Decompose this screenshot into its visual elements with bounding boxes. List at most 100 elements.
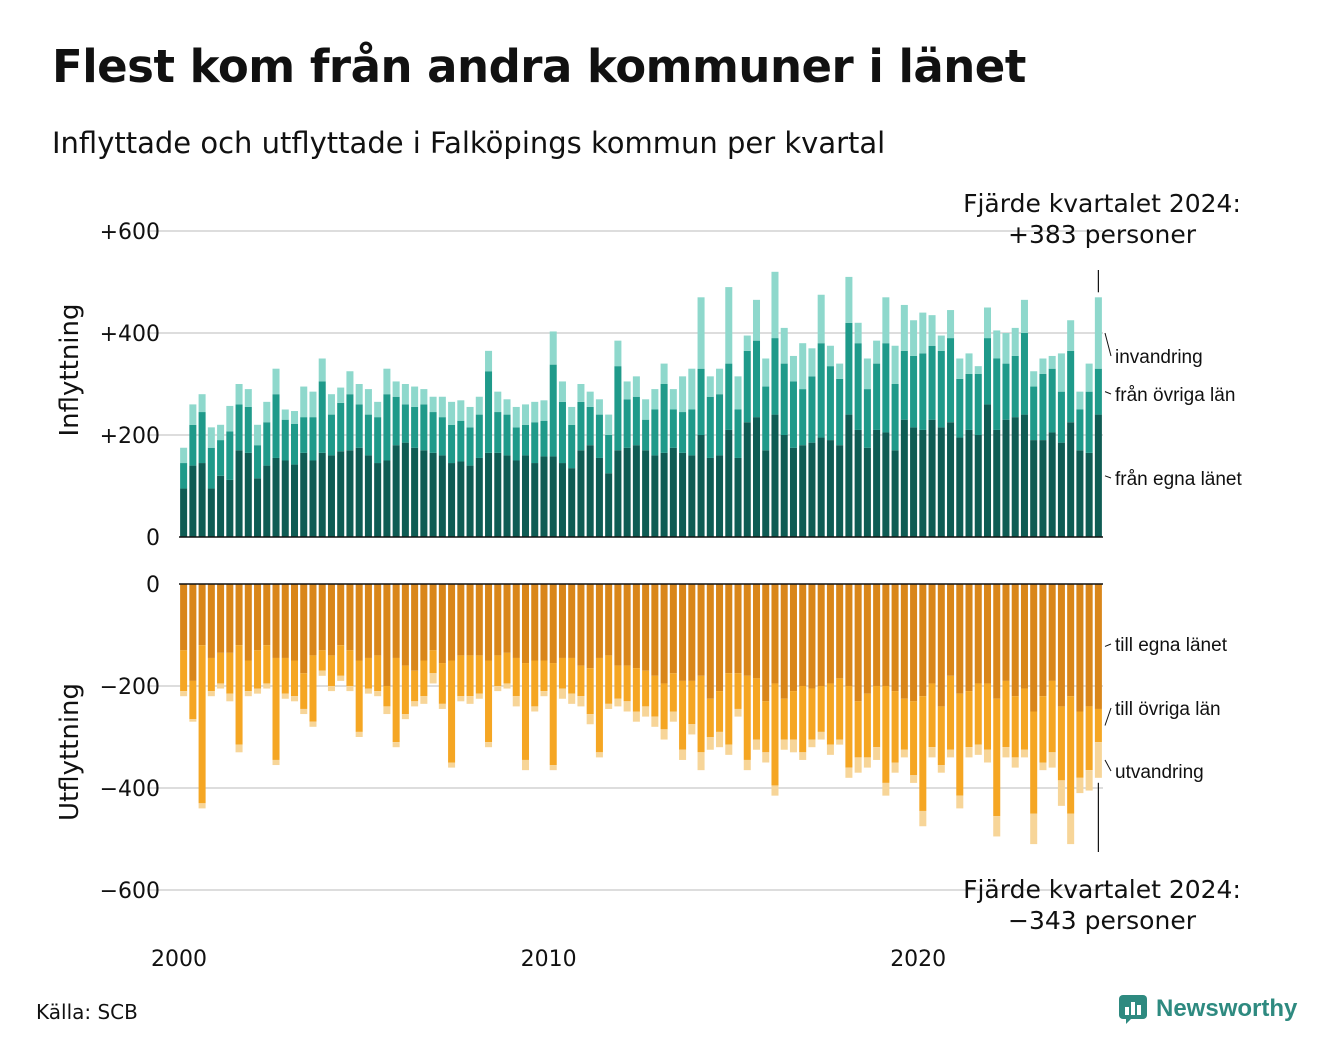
bar-utflyttning [752,678,761,740]
bar-inflyttning [1020,414,1028,537]
x-tick-label: 2000 [151,947,207,972]
bar-utflyttning [752,584,761,679]
newsworthy-logo-icon [1119,995,1147,1024]
bar-inflyttning [965,373,973,430]
bar-inflyttning [411,406,419,448]
bar-utflyttning [457,584,465,656]
bar-utflyttning [910,701,918,776]
bar-inflyttning [411,386,419,407]
bar-utflyttning [512,696,520,707]
bar-utflyttning [475,655,483,694]
bar-inflyttning [281,409,289,420]
bar-inflyttning [965,429,973,537]
bar-utflyttning [466,655,474,697]
bar-inflyttning [762,450,770,537]
bar-utflyttning [420,584,428,661]
bar-inflyttning [854,322,862,344]
bar-inflyttning [642,399,650,420]
bar-inflyttning [623,381,631,400]
bar-utflyttning [910,584,918,702]
bar-utflyttning [521,663,530,760]
series-connector [1104,332,1112,357]
bar-inflyttning [947,338,955,423]
bar-inflyttning [512,406,520,428]
bar-inflyttning [383,394,391,461]
bar-inflyttning [457,400,465,421]
bar-utflyttning [743,675,751,760]
bar-inflyttning [346,394,354,451]
bar-utflyttning [355,660,363,732]
bar-inflyttning [734,457,742,537]
bar-inflyttning [226,431,234,480]
series-connector [1104,707,1112,726]
bar-inflyttning [466,406,474,428]
bar-inflyttning [281,460,289,537]
bar-inflyttning [263,401,271,423]
bar-utflyttning [993,584,1001,699]
bar-utflyttning [716,731,724,748]
bar-utflyttning [983,584,992,684]
bar-inflyttning [383,460,391,537]
bar-inflyttning [688,409,696,456]
bar-utflyttning [762,584,770,702]
bar-utflyttning [226,652,234,694]
bar-utflyttning [605,655,613,704]
bar-utflyttning [910,775,918,783]
bar-utflyttning [623,665,631,702]
bar-inflyttning [928,345,936,420]
y-tick-label: 0 [146,573,160,598]
bar-inflyttning [1067,350,1075,423]
bar-utflyttning [494,686,502,692]
bar-inflyttning [910,355,918,428]
bar-utflyttning [364,584,372,658]
bar-utflyttning [374,584,382,656]
bar-inflyttning [207,447,215,489]
bar-utflyttning [300,708,308,715]
bar-utflyttning [568,693,576,704]
bar-utflyttning [420,696,428,704]
bar-utflyttning [438,663,446,704]
bar-inflyttning [448,424,456,464]
bar-inflyttning [1085,452,1093,537]
bar-inflyttning [392,445,400,537]
bar-utflyttning [808,688,816,740]
bar-utflyttning [383,584,391,686]
bar-inflyttning [725,429,733,537]
bar-utflyttning [780,739,788,750]
bar-inflyttning [1085,363,1093,392]
bar-utflyttning [632,711,640,722]
bar-utflyttning [1067,584,1075,697]
bar-inflyttning [734,409,742,458]
bar-inflyttning [309,417,317,461]
bar-inflyttning [438,417,446,456]
bar-utflyttning [697,584,705,676]
bar-inflyttning [595,399,603,415]
bar-utflyttning [263,645,271,684]
bar-utflyttning [789,691,797,740]
bar-inflyttning [1039,358,1047,374]
bar-utflyttning [429,584,437,651]
bar-utflyttning [1039,696,1047,763]
series-connector [1104,643,1112,647]
bar-utflyttning [836,584,844,679]
bar-utflyttning [383,706,391,715]
bar-inflyttning [337,402,345,452]
bar-inflyttning [189,465,197,537]
bar-utflyttning [789,739,797,753]
bar-inflyttning [337,451,345,537]
brand-name: Newsworthy [1156,995,1298,1022]
bar-utflyttning [965,747,973,758]
bar-inflyttning [1002,333,1010,364]
bar-utflyttning [614,698,622,707]
bar-utflyttning [734,584,742,674]
bar-inflyttning [845,322,853,415]
series-label: utvandring [1115,762,1204,783]
bar-inflyttning [956,358,964,379]
bar-inflyttning [180,447,188,464]
bar-inflyttning [632,445,640,537]
bar-inflyttning [1085,391,1093,453]
bar-inflyttning [716,455,724,537]
bar-inflyttning [438,396,446,418]
bar-inflyttning [891,384,899,451]
bar-inflyttning [429,412,437,453]
